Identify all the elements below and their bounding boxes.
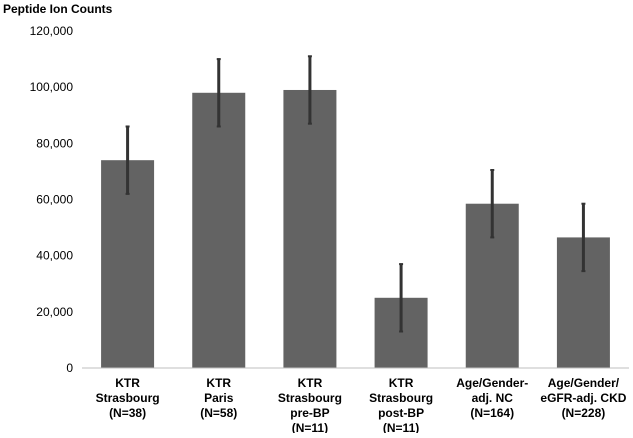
x-tick-label: post-BP [378, 406, 424, 420]
x-tick-label: (N=228) [562, 406, 606, 420]
x-tick-label: KTR [298, 376, 323, 390]
y-tick-label: 40,000 [36, 249, 73, 263]
x-tick-label: Age/Gender- [456, 376, 528, 390]
bar [283, 89, 337, 368]
x-tick-label: Strasbourg [96, 391, 160, 405]
x-tick-label: Strasbourg [369, 391, 433, 405]
x-tick-label: KTR [389, 376, 414, 390]
x-tick-label: KTR [206, 376, 231, 390]
y-tick-label: 60,000 [36, 193, 73, 207]
x-tick-label: (N=38) [109, 406, 146, 420]
x-tick-label: KTR [115, 376, 140, 390]
x-tick-label: (N=11) [292, 421, 328, 433]
x-tick-label: pre-BP [290, 406, 329, 420]
y-tick-label: 0 [66, 361, 73, 375]
y-tick-label: 100,000 [30, 80, 74, 94]
x-tick-label: (N=58) [200, 406, 237, 420]
x-tick-label: Strasbourg [278, 391, 342, 405]
x-tick-label: adj. NC [472, 391, 514, 405]
x-tick-label: (N=11) [383, 421, 419, 433]
y-tick-label: 120,000 [30, 24, 74, 38]
bars-group [101, 55, 610, 369]
x-tick-label: (N=164) [470, 406, 514, 420]
y-axis-title: Peptide Ion Counts [3, 2, 113, 16]
x-tick-label: Age/Gender/ [548, 376, 620, 390]
x-tick-label: Paris [204, 391, 234, 405]
y-tick-label: 20,000 [36, 305, 73, 319]
y-tick-label: 80,000 [36, 136, 73, 150]
x-tick-label: eGFR-adj. CKD [540, 391, 626, 405]
bar [192, 92, 246, 369]
y-axis-ticks: 0 20,000 40,000 60,000 80,000 100,000 120,000 [30, 24, 74, 375]
x-axis-tick-labels: KTRStrasbourg(N=38)KTRParis(N=58)KTRStra… [96, 376, 627, 435]
